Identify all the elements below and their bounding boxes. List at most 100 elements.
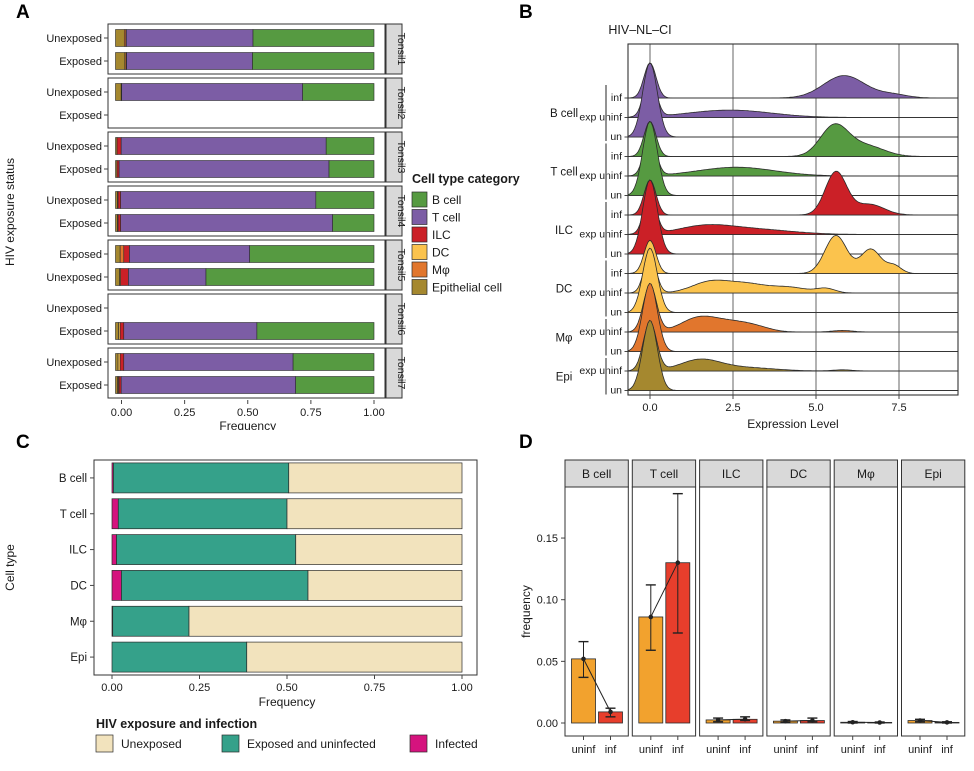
connector-line (718, 718, 746, 721)
facet-strip-label: Epi (924, 467, 941, 481)
bar-segment (246, 641, 463, 673)
x-tick-label: 0.25 (189, 682, 210, 694)
facet-panel (833, 486, 899, 737)
x-tick-label: inf (672, 744, 685, 756)
bar-segment (117, 191, 121, 209)
bar-segment (121, 83, 303, 101)
x-tick-label: 0.75 (300, 407, 321, 419)
legend-item-label: Exposed and uninfected (247, 737, 376, 751)
connector-line (785, 720, 813, 722)
x-tick-label: 2.5 (725, 402, 740, 414)
bar-segment (116, 160, 120, 178)
bar-segment (249, 245, 375, 263)
facet-strip (385, 77, 403, 129)
bar-segment (118, 160, 330, 178)
density-ridge (628, 282, 958, 352)
bar-segment (117, 353, 121, 371)
row-label: B cell (59, 473, 87, 485)
row-label: Unexposed (46, 195, 102, 207)
ridge-row-label: exp uninf (579, 365, 622, 377)
panel-c-label: C (16, 432, 30, 453)
density-ridge (628, 179, 958, 255)
facet-strip-label: Mφ (857, 467, 875, 481)
data-point (917, 718, 923, 723)
row-label: Exposed (59, 110, 102, 122)
bar-segment (111, 534, 117, 565)
bar-segment (332, 214, 375, 232)
ridge-row-label: un (610, 131, 622, 143)
ridge-row-label: exp uninf (579, 170, 622, 182)
bar-segment (302, 83, 375, 101)
x-tick-label: 1.00 (451, 682, 472, 694)
data-point (675, 560, 681, 566)
y-axis-title: Cell type (3, 544, 17, 591)
row-label: Unexposed (46, 357, 102, 369)
bar-segment (116, 534, 297, 565)
x-tick-label: 0.50 (276, 682, 297, 694)
data-point (783, 718, 788, 724)
density-ridge (628, 121, 958, 157)
bar-segment (113, 462, 290, 494)
ridge-row-label: exp uninf (579, 229, 622, 241)
x-tick-label: 0.00 (101, 682, 122, 694)
ridge-row-label: inf (611, 209, 622, 221)
facet-strip (385, 239, 403, 291)
bar-segment (120, 137, 327, 155)
row-label: Exposed (59, 380, 102, 392)
facet-strip (385, 293, 403, 345)
x-tick-label: uninf (908, 744, 933, 756)
legend-swatch (411, 209, 428, 225)
density-ridge (628, 62, 958, 138)
row-label: Mφ (70, 616, 87, 628)
legend-swatch (95, 734, 114, 753)
row-label: Unexposed (46, 141, 102, 153)
bar-segment (119, 322, 125, 340)
density-ridge (628, 284, 958, 333)
ridge-row-label: un (610, 385, 622, 397)
x-tick-label: uninf (841, 744, 866, 756)
legend-item-label: Infected (435, 737, 478, 751)
panel-a-label: A (16, 2, 30, 23)
bar-segment (252, 29, 375, 47)
x-tick-label: 0.00 (111, 407, 132, 419)
density-ridge (628, 134, 958, 177)
bar-segment (256, 322, 375, 340)
legend-item-label: Mφ (432, 263, 450, 277)
bar-segment (119, 353, 125, 371)
bar-segment (115, 322, 119, 340)
facet-strip (385, 185, 403, 237)
density-ridge (628, 253, 958, 294)
ridge-row-label: un (610, 190, 622, 202)
density-ridge (628, 235, 958, 274)
facet-strip-label: B cell (582, 467, 611, 481)
facet-strip (385, 347, 403, 399)
connector-line (583, 658, 611, 713)
bar-segment (328, 160, 375, 178)
facet-strip (833, 459, 899, 488)
bar-segment (126, 52, 253, 70)
row-label: Exposed (59, 326, 102, 338)
legend-item-label: DC (432, 246, 450, 260)
bar-segment (288, 462, 463, 494)
bar-segment (120, 376, 296, 394)
x-tick-label: 1.00 (363, 407, 384, 419)
legend-item-label: Unexposed (121, 737, 182, 751)
legend-swatch (221, 734, 240, 753)
bar-segment (115, 29, 125, 47)
bar-segment (123, 322, 258, 340)
facet-strip-label: Tonsil7 (395, 357, 407, 390)
density-ridge (628, 247, 958, 313)
x-tick-label: uninf (572, 744, 597, 756)
legend-item-label: B cell (432, 193, 461, 207)
legend-swatch (411, 261, 428, 278)
row-label: Exposed (59, 56, 102, 68)
panel-c-chart: B cell T cell ILC DC Mφ Epi 0.00 0.25 0.50 0.75 1.… (3, 459, 478, 753)
data-point (742, 717, 748, 722)
x-tick-label: 0.0 (642, 402, 657, 414)
row-label: Unexposed (46, 303, 102, 315)
ridge-row-label: inf (611, 151, 622, 163)
facet-panel (699, 486, 764, 737)
ridge-row-label: inf (611, 92, 622, 104)
legend-title: HIV exposure and infection (96, 717, 257, 731)
panel-d-label: D (519, 432, 533, 453)
